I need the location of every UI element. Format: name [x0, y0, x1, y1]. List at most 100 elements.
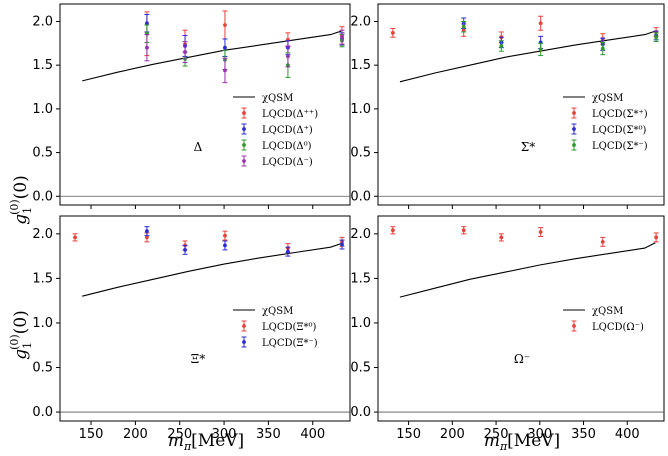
data-point — [538, 47, 543, 52]
series-2 — [461, 17, 659, 51]
legend-marker — [242, 143, 246, 147]
legend-label-chiqsm: χQSM — [592, 306, 623, 317]
legend-label-chiqsm: χQSM — [262, 93, 293, 104]
plot-frame — [59, 3, 351, 206]
curve-chiqsm — [399, 242, 656, 298]
data-point — [499, 235, 504, 240]
xlabel-main-right: m — [484, 431, 500, 451]
x-axis-title-right: mπ[MeV] — [484, 431, 560, 453]
y-tick-label: 0.5 — [350, 361, 371, 376]
x-tick-label: 150 — [79, 427, 104, 442]
svg-text:g1(0)(0): g1(0)(0) — [8, 310, 34, 360]
legend-label: LQCD(Δ⁺⁺) — [262, 109, 318, 120]
y-tick-label: 0.5 — [32, 146, 53, 161]
data-point — [390, 30, 395, 35]
y-tick-label: 0.0 — [32, 189, 53, 204]
data-point — [499, 44, 504, 48]
x-tick-label: 250 — [484, 427, 509, 442]
legend-label-chiqsm: χQSM — [262, 306, 293, 317]
ylabel-sup-lower: (0) — [8, 334, 21, 350]
data-point — [654, 235, 659, 240]
data-point — [390, 228, 395, 233]
legend-marker — [242, 324, 246, 328]
legend-marker — [242, 159, 246, 163]
x-tick-label: 400 — [615, 427, 640, 442]
y-tick-label: 2.0 — [350, 14, 371, 29]
curve-chiqsm — [82, 243, 342, 297]
x-tick-label: 250 — [167, 427, 192, 442]
x-tick-label: 200 — [123, 427, 148, 442]
plot-frame — [377, 215, 665, 422]
y-tick-label: 2.0 — [32, 227, 53, 242]
y-tick-label: 1.5 — [350, 271, 371, 286]
data-point — [461, 24, 466, 29]
y-tick-label: 1.5 — [32, 271, 53, 286]
y-tick-label: 0.0 — [350, 189, 371, 204]
data-point — [183, 247, 187, 252]
xlabel-unit-left: [MeV] — [191, 431, 244, 451]
ylabel-sub: 1 — [21, 207, 34, 214]
curve-chiqsm — [399, 30, 656, 83]
ylabel-arg: (0) — [11, 175, 31, 199]
y-axis-title-lower: g1(0)(0) — [8, 310, 34, 360]
panel-Delta: 0.0 0.5 1.0 1.5 2.0 χQSM LQCD(Δ⁺⁺) LQCD(Δ⁺) LQCD… — [32, 3, 351, 209]
legend-label: LQCD(Σ*⁺) — [592, 109, 648, 120]
data-point — [600, 46, 605, 51]
data-point — [223, 45, 227, 50]
data-point — [183, 50, 187, 54]
y-tick-label: 1.0 — [32, 316, 53, 331]
y-tick-label: 1.0 — [350, 102, 371, 117]
curve-chiqsm — [82, 30, 342, 82]
y-tick-label: 0.0 — [32, 405, 53, 420]
xlabel-main-left: m — [168, 431, 184, 451]
y-tick-label: 1.0 — [350, 316, 371, 331]
ylabel-main: g — [11, 214, 31, 225]
series-1 — [144, 10, 345, 59]
legend-label: LQCD(Σ*⁰) — [592, 125, 646, 136]
y-tick-label: 0.5 — [350, 146, 371, 161]
legend-marker — [572, 111, 576, 115]
series-1 — [72, 230, 345, 254]
data-point — [461, 228, 466, 233]
series-3 — [461, 20, 659, 57]
x-tick-label: 200 — [440, 427, 465, 442]
panel-label: Δ — [194, 140, 203, 154]
panel-XiStar: 0.0 0.5 1.0 1.5 2.0 150 200 250 300 350 400 χQSM LQC… — [32, 215, 351, 442]
plot-frame — [59, 215, 351, 422]
series-1 — [390, 15, 659, 45]
x-axis-title-left: mπ[MeV] — [168, 431, 244, 453]
data-point — [286, 249, 290, 254]
data-point — [145, 229, 149, 234]
ylabel-main-lower: g — [11, 349, 31, 360]
legend-marker — [572, 127, 576, 131]
x-tick-label: 300 — [212, 427, 237, 442]
ylabel-arg-lower: (0) — [11, 310, 31, 334]
series-4 — [144, 29, 345, 84]
panel-label: Ξ* — [191, 352, 205, 366]
legend-label: LQCD(Δ⁺) — [262, 125, 313, 136]
legend: χQSM LQCD(Δ⁺⁺) LQCD(Δ⁺) LQCD(Δ⁰) LQCD(Δ⁻) — [233, 93, 318, 168]
panel-SigmaStar: 0.0 0.5 1.0 1.5 2.0 χQSM LQCD(Σ*⁺) LQCD(Σ*⁰) LQC… — [350, 3, 665, 209]
data-point — [145, 235, 149, 240]
y-tick-label: 0.5 — [32, 361, 53, 376]
data-point — [340, 35, 344, 40]
data-point — [223, 243, 227, 248]
legend-label: LQCD(Σ*⁻) — [592, 141, 648, 152]
y-axis-title: g1(0)(0) — [8, 175, 34, 225]
legend-marker — [572, 324, 576, 328]
data-point — [340, 242, 344, 247]
data-point — [286, 54, 290, 59]
y-tick-label: 1.5 — [32, 58, 53, 73]
x-tick-label: 400 — [300, 427, 325, 442]
legend-marker — [242, 111, 246, 115]
data-point — [223, 233, 227, 238]
svg-text:g1(0)(0): g1(0)(0) — [8, 175, 34, 225]
panel-label: Σ* — [521, 140, 535, 154]
data-point — [654, 35, 659, 40]
legend-label: LQCD(Ω⁻) — [592, 322, 644, 333]
y-tick-label: 2.0 — [350, 227, 371, 242]
legend-marker — [572, 143, 576, 147]
y-tick-label: 1.5 — [350, 58, 371, 73]
data-point — [73, 235, 77, 240]
